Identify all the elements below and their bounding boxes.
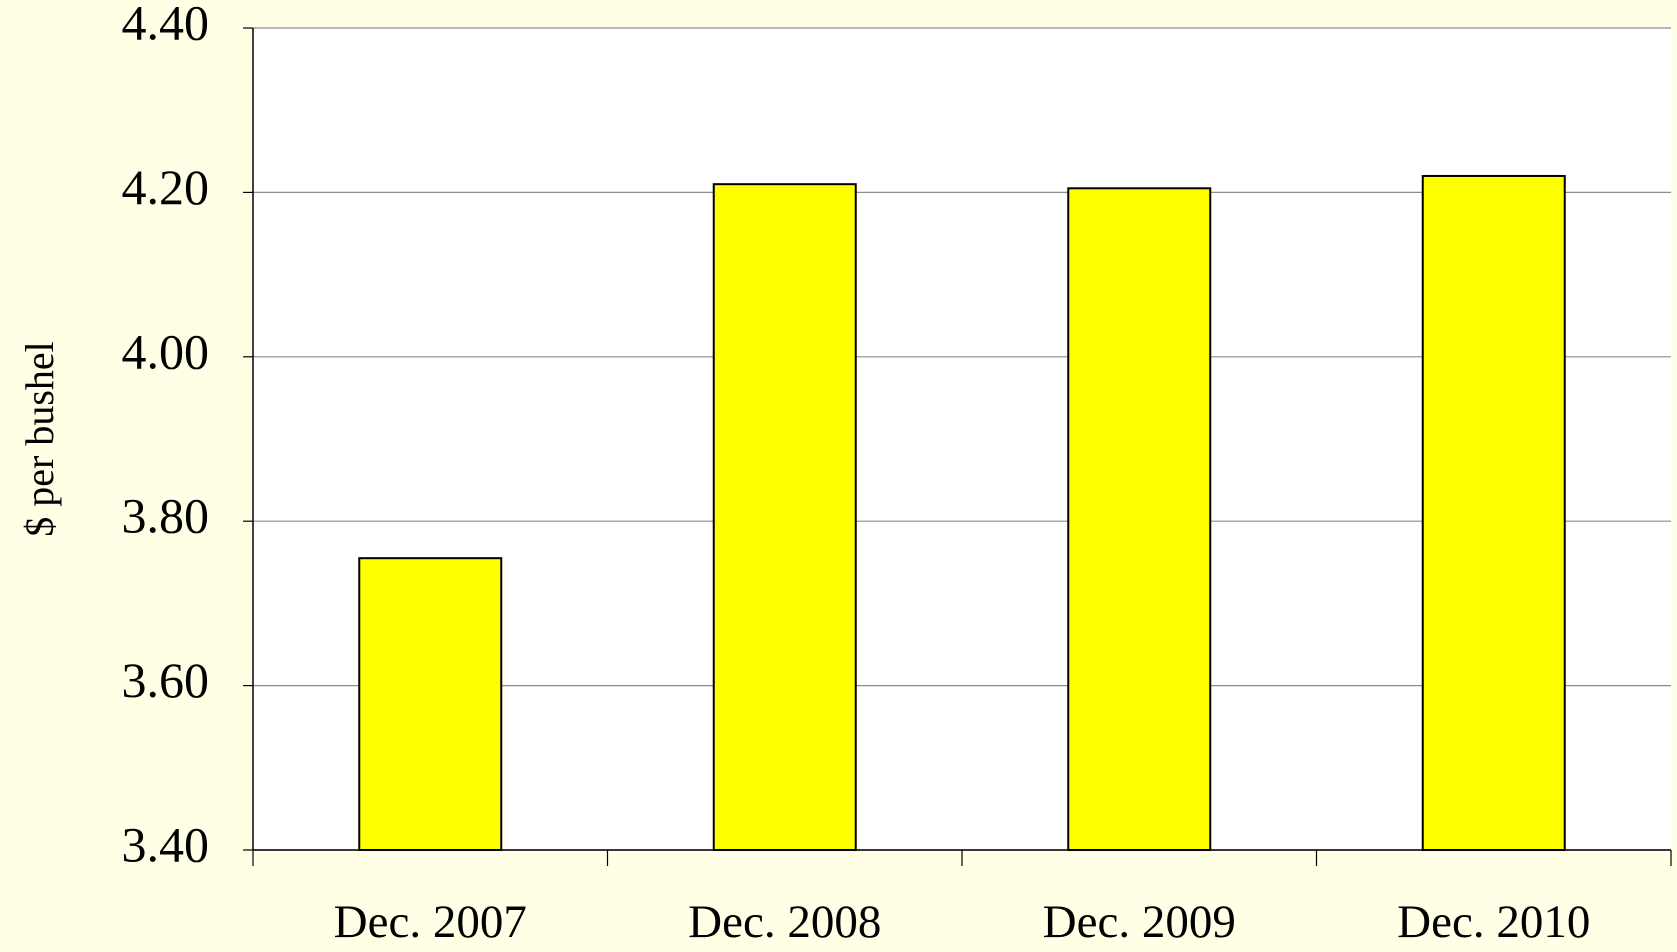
y-tick-label: 4.00	[122, 323, 210, 379]
y-tick-label: 3.80	[122, 488, 210, 544]
bar	[1421, 174, 1566, 851]
bar	[712, 183, 857, 851]
y-tick-label: 4.40	[122, 0, 210, 50]
y-tick-label: 3.40	[122, 816, 210, 872]
x-tick-label: Dec. 2010	[1397, 896, 1590, 948]
x-tick-label: Dec. 2009	[1043, 896, 1236, 948]
y-tick-label: 4.20	[122, 159, 210, 215]
bar	[1067, 187, 1212, 852]
x-tick-label: Dec. 2007	[334, 896, 527, 948]
bar	[358, 557, 503, 851]
y-axis-label: $ per bushel	[17, 341, 62, 537]
x-tick-label: Dec. 2008	[688, 896, 881, 948]
y-tick-label: 3.60	[122, 652, 210, 708]
